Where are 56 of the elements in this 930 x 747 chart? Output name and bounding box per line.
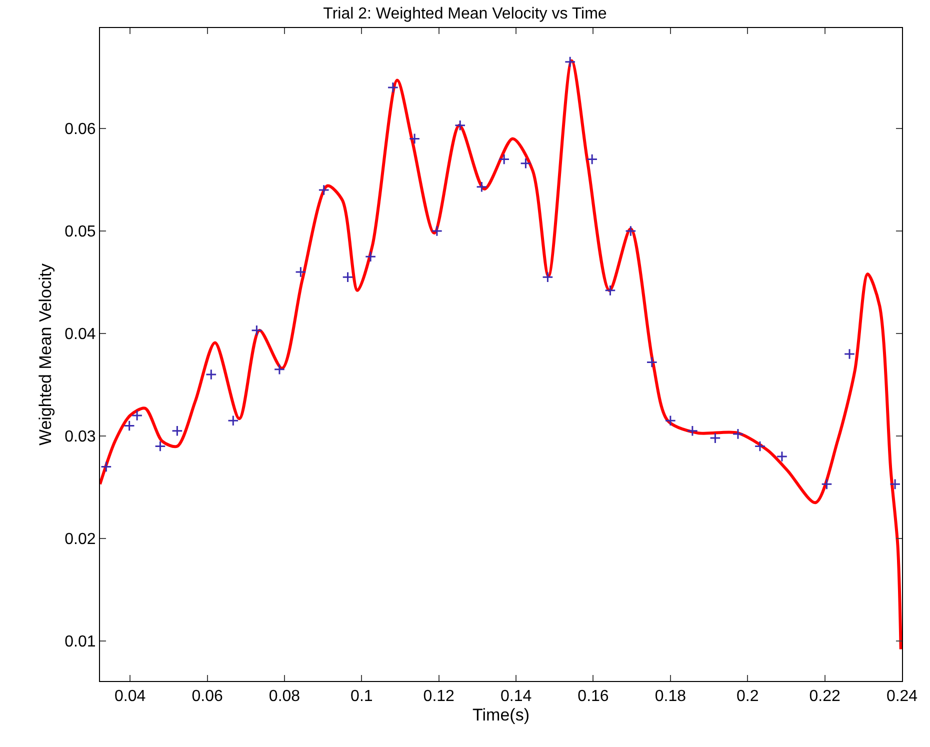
- x-tick-label: 0.22: [809, 688, 840, 706]
- point: [754, 440, 766, 452]
- line-series: [100, 59, 902, 651]
- x-tick-label: 0.1: [350, 688, 373, 706]
- point: [408, 133, 420, 144]
- point: [776, 450, 788, 462]
- y-tick-label: 0.06: [64, 121, 96, 138]
- y-tick-label: 0.02: [64, 531, 96, 548]
- point: [154, 440, 166, 452]
- y-tick-label: 0.01: [64, 634, 96, 651]
- point: [228, 414, 239, 426]
- point: [131, 410, 143, 422]
- x-axis-title: Time(s): [472, 706, 530, 725]
- x-tick-label: 0.04: [114, 688, 146, 706]
- point: [564, 56, 576, 68]
- point: [274, 364, 286, 376]
- point: [604, 284, 616, 296]
- y-tick-label: 0.05: [64, 224, 96, 241]
- x-tick-label: 0.08: [268, 688, 300, 706]
- point: [586, 154, 598, 165]
- point: [664, 414, 676, 426]
- point: [295, 266, 306, 278]
- y-tick-label: 0.03: [64, 428, 96, 446]
- x-tick-label: 0.2: [736, 688, 759, 706]
- x-tick-label: 0.24: [886, 688, 918, 706]
- point: [889, 478, 901, 490]
- x-tick-label: 0.06: [192, 688, 223, 706]
- x-tick-label: 0.14: [500, 688, 532, 706]
- point: [476, 181, 488, 193]
- point: [646, 356, 658, 368]
- x-tick-label: 0.18: [654, 688, 686, 706]
- chart-title: Trial 2: Weighted Mean Velocity vs Time: [323, 6, 607, 23]
- point: [124, 420, 135, 432]
- point: [454, 120, 466, 132]
- point: [710, 432, 721, 444]
- point: [498, 154, 510, 165]
- point: [821, 478, 832, 490]
- point: [364, 250, 376, 262]
- point: [172, 425, 183, 437]
- point: [625, 225, 636, 237]
- point: [520, 158, 532, 169]
- point: [431, 225, 443, 237]
- point: [387, 82, 399, 94]
- point: [686, 425, 698, 437]
- point: [342, 271, 354, 283]
- point: [251, 324, 262, 336]
- point: [844, 348, 856, 360]
- x-tick-label: 0.16: [578, 688, 609, 706]
- y-tick-label: 0.04: [64, 326, 96, 344]
- x-tick-label: 0.12: [423, 688, 455, 706]
- point: [542, 271, 554, 283]
- y-axis-title: Weighted Mean Velocity: [36, 262, 56, 446]
- point: [732, 428, 744, 440]
- point: [100, 461, 112, 472]
- point: [318, 184, 330, 196]
- point: [206, 368, 217, 380]
